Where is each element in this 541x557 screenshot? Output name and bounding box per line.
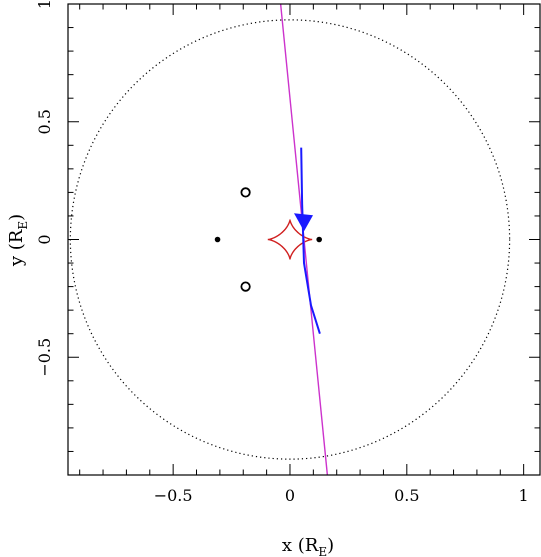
- y-tick-label: −0.5: [35, 338, 54, 377]
- image-circle: [240, 281, 251, 292]
- x-tick-label: 0: [285, 486, 295, 505]
- source-track: [300, 147, 321, 334]
- x-tick-label: 0.5: [394, 486, 419, 505]
- y-axis-label: y (RE): [6, 214, 30, 267]
- lens-mass-dot: [316, 236, 322, 243]
- plot-area: [69, 4, 511, 475]
- axis-ticks: [68, 3, 540, 475]
- lens-masses: [214, 236, 322, 243]
- y-tick-label: 0: [35, 234, 54, 244]
- source-direction-arrow: [294, 213, 313, 232]
- x-axis-label: x (RE): [282, 535, 334, 557]
- y-tick-label: 1: [35, 0, 54, 9]
- caustic-curve: [267, 219, 313, 260]
- y-tick-label: 0.5: [35, 109, 54, 134]
- x-tick-label: 1: [519, 486, 529, 505]
- tick-labels: −0.5 0 0.5 1 −0.5 0 0.5 1: [35, 0, 529, 505]
- lens-mass-dot: [214, 236, 221, 243]
- x-tick-label: −0.5: [154, 486, 193, 505]
- lensed-images: [240, 187, 251, 292]
- einstein-ring: [69, 19, 511, 460]
- image-circle: [240, 187, 251, 198]
